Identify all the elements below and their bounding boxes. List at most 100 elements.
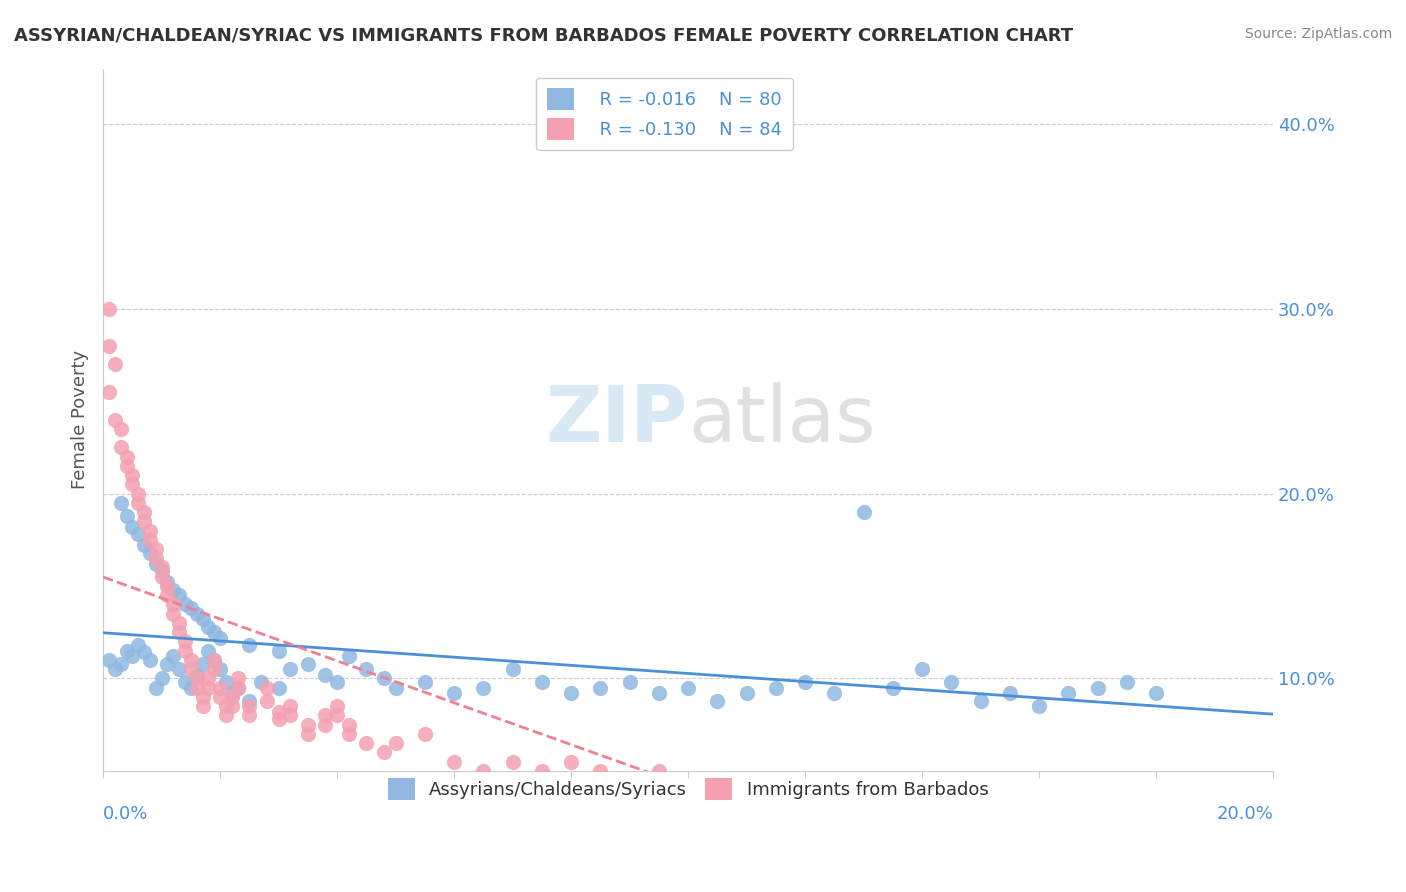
Point xyxy=(648,686,671,700)
Point xyxy=(132,645,155,659)
Point xyxy=(735,686,758,700)
Point xyxy=(121,649,143,664)
Point xyxy=(191,699,214,714)
Point xyxy=(882,681,904,695)
Point xyxy=(162,598,184,612)
Point xyxy=(209,690,232,704)
Text: 0.0%: 0.0% xyxy=(103,805,149,823)
Point xyxy=(226,681,249,695)
Point xyxy=(1057,686,1080,700)
Point xyxy=(191,690,214,704)
Point xyxy=(127,527,149,541)
Point xyxy=(110,657,132,671)
Point xyxy=(1115,675,1137,690)
Point xyxy=(180,681,202,695)
Point xyxy=(186,681,208,695)
Point xyxy=(1087,681,1109,695)
Point xyxy=(794,786,817,800)
Point xyxy=(314,708,336,723)
Point xyxy=(278,662,301,676)
Point xyxy=(215,675,238,690)
Point xyxy=(150,570,173,584)
Point xyxy=(337,649,360,664)
Point xyxy=(297,717,319,731)
Point xyxy=(104,412,127,426)
Point xyxy=(794,675,817,690)
Point xyxy=(139,546,162,560)
Point xyxy=(162,649,184,664)
Point xyxy=(191,657,214,671)
Point xyxy=(156,588,179,602)
Point xyxy=(472,681,495,695)
Point xyxy=(1028,699,1050,714)
Point xyxy=(156,657,179,671)
Point xyxy=(911,801,934,815)
Point xyxy=(530,675,553,690)
Point xyxy=(150,560,173,574)
Point xyxy=(121,477,143,491)
Point xyxy=(202,625,225,640)
Legend: Assyrians/Chaldeans/Syriacs, Immigrants from Barbados: Assyrians/Chaldeans/Syriacs, Immigrants … xyxy=(377,767,1000,811)
Point xyxy=(969,810,991,824)
Point xyxy=(356,662,378,676)
Point xyxy=(98,301,121,316)
Point xyxy=(238,638,260,652)
Point xyxy=(180,653,202,667)
Point xyxy=(765,681,787,695)
Point xyxy=(238,699,260,714)
Point xyxy=(267,712,290,726)
Point xyxy=(202,653,225,667)
Point xyxy=(384,736,406,750)
Point xyxy=(132,514,155,528)
Text: ZIP: ZIP xyxy=(546,382,688,458)
Point xyxy=(221,686,243,700)
Point xyxy=(121,468,143,483)
Point xyxy=(278,708,301,723)
Point xyxy=(221,690,243,704)
Point xyxy=(589,681,612,695)
Point xyxy=(127,496,149,510)
Point xyxy=(560,755,582,769)
Point xyxy=(162,582,184,597)
Point xyxy=(132,538,155,552)
Point xyxy=(676,681,699,695)
Point xyxy=(115,458,138,473)
Point xyxy=(167,615,190,630)
Point xyxy=(852,505,875,519)
Point xyxy=(852,791,875,805)
Point xyxy=(648,764,671,778)
Point xyxy=(250,675,273,690)
Point xyxy=(121,520,143,534)
Point xyxy=(706,693,728,707)
Point xyxy=(256,681,278,695)
Point xyxy=(167,588,190,602)
Point xyxy=(226,681,249,695)
Point xyxy=(186,607,208,621)
Point xyxy=(215,699,238,714)
Point xyxy=(162,607,184,621)
Point xyxy=(186,671,208,685)
Point xyxy=(619,772,641,787)
Point xyxy=(278,699,301,714)
Point xyxy=(98,339,121,353)
Point xyxy=(115,450,138,464)
Text: ASSYRIAN/CHALDEAN/SYRIAC VS IMMIGRANTS FROM BARBADOS FEMALE POVERTY CORRELATION : ASSYRIAN/CHALDEAN/SYRIAC VS IMMIGRANTS F… xyxy=(14,27,1073,45)
Text: atlas: atlas xyxy=(688,382,876,458)
Point xyxy=(1144,686,1167,700)
Point xyxy=(191,612,214,626)
Point xyxy=(443,686,465,700)
Point xyxy=(337,727,360,741)
Point xyxy=(297,657,319,671)
Point xyxy=(156,575,179,590)
Point xyxy=(110,422,132,436)
Point xyxy=(314,717,336,731)
Point xyxy=(502,755,524,769)
Point xyxy=(174,675,197,690)
Point xyxy=(384,681,406,695)
Point xyxy=(969,693,991,707)
Point xyxy=(156,579,179,593)
Point xyxy=(174,598,197,612)
Point xyxy=(256,693,278,707)
Point xyxy=(197,619,219,633)
Point xyxy=(202,653,225,667)
